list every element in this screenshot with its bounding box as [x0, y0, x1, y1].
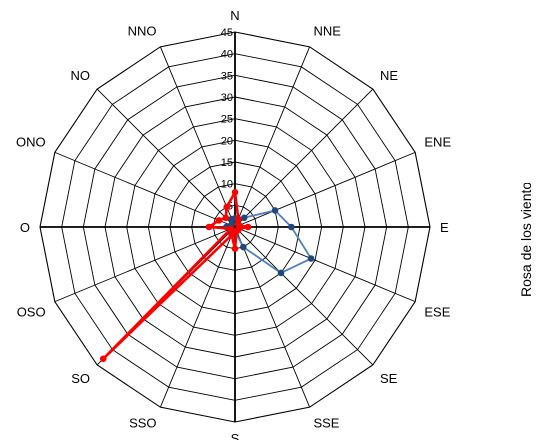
series-2-point-n: [231, 189, 239, 196]
tick-label-30: 30: [221, 92, 233, 104]
series-2-point-so: [99, 355, 107, 363]
series-2-point-s: [231, 245, 239, 252]
direction-label-s: S: [231, 431, 240, 440]
spoke-nne: [234, 46, 311, 228]
spoke-sse: [234, 226, 311, 408]
direction-label-nno: NNO: [128, 24, 157, 39]
tick-label-25: 25: [221, 114, 233, 126]
spoke-nno: [159, 46, 236, 228]
series-2-point-nne: [235, 215, 242, 223]
spoke-ese: [234, 226, 416, 303]
data-series: [99, 189, 315, 363]
series-2-point-sse: [233, 227, 240, 235]
spoke-no: [96, 88, 236, 228]
series-2-point-sso: [228, 231, 235, 239]
series-2-point-o: [205, 223, 213, 231]
chart-title: Rosa de los vientos: [518, 183, 534, 297]
spoke-ono: [54, 151, 236, 228]
chart-title-wrapper: Rosa de los vientos: [512, 175, 542, 306]
series-1-point-ne: [240, 214, 248, 222]
direction-label-se: SE: [380, 371, 398, 386]
series-2-point-ono: [215, 217, 223, 224]
series-2: [99, 189, 252, 363]
series-2-point-oso: [227, 225, 235, 232]
direction-label-sso: SSO: [129, 415, 156, 430]
radar-spokes: [40, 32, 430, 422]
spoke-se: [234, 226, 374, 366]
tick-label-15: 15: [221, 157, 233, 169]
direction-label-so: SO: [71, 371, 90, 386]
direction-label-ono: ONO: [16, 135, 46, 150]
series-1-point-ese: [307, 255, 315, 262]
direction-label-ese: ESE: [424, 304, 450, 319]
direction-label-nne: NNE: [313, 24, 341, 39]
tick-label-35: 35: [221, 70, 233, 82]
direction-labels: N NNE NE ENE E ESE SE SSE S SSO SO OSO O ONO NO NNO: [16, 8, 451, 440]
tick-label-20: 20: [221, 135, 233, 147]
tick-label-40: 40: [221, 49, 233, 61]
radial-tick-labels: 051015202530354045: [221, 27, 233, 234]
series-1-point-ene: [271, 207, 279, 214]
series-2-point-e: [244, 223, 252, 231]
chart-title-svg: Rosa de los vientos: [518, 175, 534, 297]
series-2-point-no: [222, 214, 230, 222]
direction-label-o: O: [20, 220, 30, 235]
series-1-point-se: [277, 269, 285, 277]
tick-label-45: 45: [221, 27, 233, 39]
series-1-point-e: [288, 223, 295, 231]
series-1-point-sse: [239, 243, 247, 251]
tick-label-10: 10: [221, 179, 233, 191]
series-2-point-nno: [223, 203, 231, 211]
spoke-ene: [234, 151, 416, 228]
spoke-sso: [159, 226, 236, 408]
direction-label-no: NO: [71, 68, 91, 83]
direction-label-sse: SSE: [313, 415, 339, 430]
direction-label-oso: OSO: [17, 304, 46, 319]
direction-label-ne: NE: [380, 68, 398, 83]
series-1-point-nno: [228, 215, 235, 223]
spoke-ne: [234, 88, 374, 228]
direction-label-e: E: [440, 220, 449, 235]
direction-label-n: N: [230, 8, 239, 23]
spoke-oso: [54, 226, 236, 303]
direction-label-ene: ENE: [424, 135, 451, 150]
